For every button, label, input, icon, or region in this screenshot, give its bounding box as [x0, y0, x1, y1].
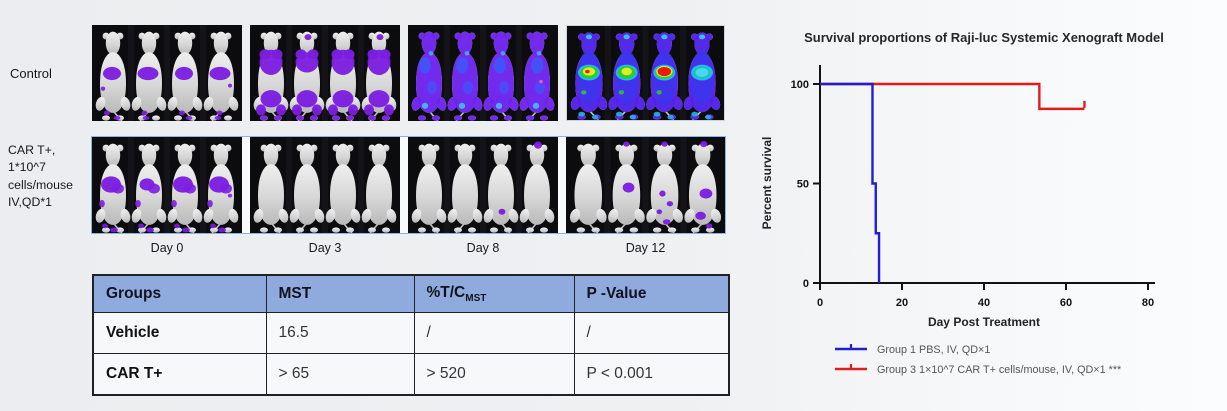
table-cell: Vehicle [92, 312, 267, 354]
x-tick-label: 40 [978, 297, 990, 309]
table-row-car-t: CAR T+ > 65 > 520 P < 0.001 [92, 353, 730, 396]
mouse-panel-image [92, 25, 242, 121]
day-label: Day 3 [308, 241, 342, 255]
mouse-panel-image [250, 25, 400, 121]
group-label-control: Control [10, 66, 52, 81]
header-label: P -Value [586, 285, 647, 302]
x-tick-label: 80 [1142, 297, 1154, 309]
survival-curve [820, 82, 881, 283]
mouse-imaging-panel [250, 25, 400, 121]
y-axis-label: Percent survival [760, 137, 774, 230]
mouse-panel-image [92, 137, 242, 233]
x-tick-label: 60 [1060, 297, 1072, 309]
group-label-car-t: CAR T+, 1*10^7 cells/mouse IV,QD*1 [8, 143, 73, 210]
legend-label: Group 3 1×10^7 CAR T+ cells/mouse, IV, Q… [877, 364, 1122, 376]
day-label-row: Day 0 Day 3 Day 8 Day 12 [92, 241, 725, 255]
mouse-panel-image [250, 137, 400, 233]
survival-chart-svg: Survival proportions of Raji-luc Systemi… [760, 30, 1164, 376]
table-row-vehicle: Vehicle 16.5 / / [92, 312, 730, 354]
results-table: Groups MST %T/CMST P -Value Vehicle 16.5… [92, 274, 730, 396]
imaging-row-car-t [91, 136, 726, 234]
y-tick-label: 50 [797, 179, 809, 191]
table-header-p-value: P -Value [573, 274, 730, 313]
header-subscript: MST [465, 293, 487, 305]
table-header-groups: Groups [92, 274, 267, 313]
table-cell: / [573, 312, 730, 354]
mouse-imaging-panel [92, 25, 242, 121]
mouse-imaging-panel [408, 25, 558, 121]
table-cell: P < 0.001 [573, 353, 730, 396]
header-label: Groups [106, 285, 162, 302]
table-header-mst: MST [265, 274, 415, 313]
table-cell: > 65 [265, 353, 415, 396]
table-cell: / [413, 312, 575, 354]
chart-title: Survival proportions of Raji-luc Systemi… [804, 30, 1164, 45]
table-cell: CAR T+ [92, 353, 267, 396]
legend-label: Group 1 PBS, IV, QD×1 [877, 344, 990, 356]
mouse-panel-image [566, 137, 725, 233]
mouse-imaging-panel [92, 137, 242, 233]
header-label: %T/C [426, 283, 466, 301]
table-header-tc-mst: %T/CMST [413, 274, 575, 313]
x-axis-label: Day Post Treatment [928, 315, 1040, 329]
mouse-imaging-panel [250, 137, 400, 233]
x-tick-label: 20 [896, 297, 908, 309]
day-label: Day 8 [466, 241, 500, 255]
mouse-imaging-panel [566, 137, 725, 233]
day-label: Day 0 [150, 241, 184, 255]
y-tick-label: 0 [803, 278, 809, 290]
header-label: MST [278, 285, 312, 302]
table-cell: 16.5 [265, 312, 415, 354]
y-tick-label: 100 [791, 79, 809, 91]
survival-chart: Survival proportions of Raji-luc Systemi… [755, 18, 1227, 409]
day-label: Day 12 [625, 241, 666, 255]
mouse-panel-image [408, 25, 558, 121]
x-tick-label: 0 [817, 297, 823, 309]
mouse-imaging-panel [566, 25, 725, 121]
mouse-imaging-panel [408, 137, 558, 233]
table-cell: > 520 [413, 353, 575, 396]
mouse-panel-image [567, 26, 724, 120]
survival-curve [820, 82, 1085, 111]
table-header-row: Groups MST %T/CMST P -Value [92, 274, 730, 313]
mouse-panel-image [408, 137, 558, 233]
imaging-row-control [92, 25, 725, 121]
